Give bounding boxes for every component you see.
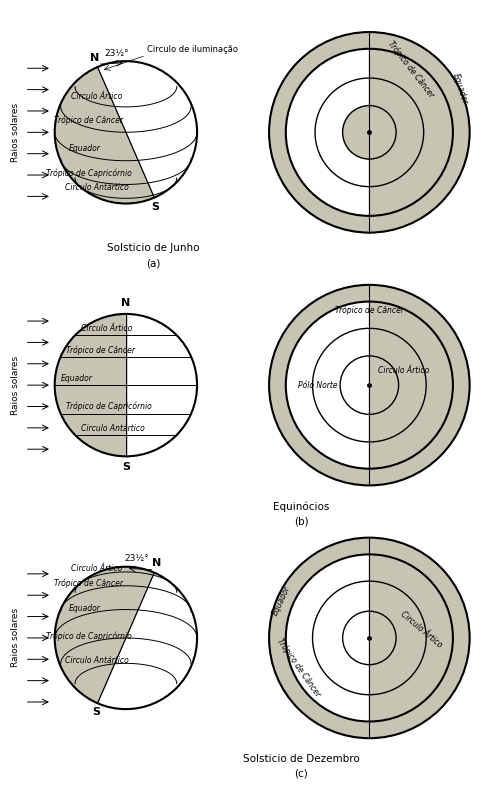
Text: Raios solares: Raios solares (11, 103, 20, 162)
Text: S: S (152, 202, 160, 212)
Circle shape (269, 32, 469, 232)
Circle shape (286, 302, 453, 468)
Text: Raios solares: Raios solares (11, 356, 20, 415)
Text: Circulo Ártico: Circulo Ártico (81, 324, 132, 333)
Circle shape (286, 49, 453, 216)
Text: (b): (b) (294, 517, 309, 527)
Text: Circulo Antártico: Circulo Antártico (65, 183, 129, 193)
Polygon shape (98, 573, 197, 709)
Text: Equador: Equador (451, 73, 469, 105)
Text: Pólo Norte: Pólo Norte (298, 381, 338, 389)
Text: 23½°: 23½° (104, 49, 129, 58)
Text: N: N (153, 559, 162, 568)
Text: Circulo Ártico: Circulo Ártico (71, 565, 122, 574)
Text: Circulo de iluminação: Circulo de iluminação (147, 45, 238, 54)
Text: Equador: Equador (69, 145, 101, 153)
Text: Equador: Equador (271, 584, 293, 617)
Text: S: S (92, 708, 100, 717)
Text: Circulo Ártico: Circulo Ártico (378, 366, 429, 374)
Text: Raios solares: Raios solares (11, 608, 20, 668)
Circle shape (343, 106, 396, 159)
Polygon shape (369, 555, 453, 721)
Circle shape (286, 555, 453, 721)
Text: Circulo Ártico: Circulo Ártico (399, 610, 444, 649)
Text: Trópico de Câncer: Trópico de Câncer (54, 579, 123, 589)
Text: Trópico de Capricórnio: Trópico de Capricórnio (46, 168, 131, 178)
Text: Trópico de Câncer: Trópico de Câncer (335, 305, 404, 314)
Circle shape (269, 538, 469, 738)
Circle shape (55, 566, 197, 709)
Text: Trópico de Câncer: Trópico de Câncer (386, 40, 436, 100)
Text: S: S (122, 462, 130, 472)
Circle shape (55, 314, 197, 457)
Text: Trópico de Câncer: Trópico de Câncer (66, 345, 135, 355)
Text: Trópico de Câncer: Trópico de Câncer (275, 636, 322, 698)
Text: N: N (90, 53, 99, 62)
Text: Solsticio de Dezembro: Solsticio de Dezembro (243, 754, 360, 764)
Text: N: N (121, 299, 131, 308)
Text: Equador: Equador (60, 374, 92, 383)
Text: (c): (c) (295, 769, 308, 779)
Polygon shape (369, 49, 453, 216)
Text: Trópico de Capricórnio: Trópico de Capricórnio (46, 631, 131, 641)
Text: Equinócios: Equinócios (273, 502, 330, 512)
Polygon shape (126, 314, 197, 457)
Text: Equador: Equador (69, 604, 101, 612)
Polygon shape (98, 61, 197, 198)
Text: Trópico de Câncer: Trópico de Câncer (54, 116, 123, 126)
Circle shape (55, 61, 197, 204)
Text: Trópico de Capricórnio: Trópico de Capricórnio (66, 402, 152, 412)
Polygon shape (343, 106, 369, 159)
Text: Circulo Ártico: Circulo Ártico (71, 92, 122, 101)
Text: Solsticio de Junho: Solsticio de Junho (107, 243, 199, 254)
Circle shape (343, 106, 396, 159)
Text: Circulo Antártico: Circulo Antártico (65, 656, 129, 665)
Text: 23½°: 23½° (124, 554, 149, 562)
Polygon shape (369, 302, 453, 468)
Circle shape (269, 285, 469, 485)
Text: (a): (a) (146, 258, 160, 269)
Text: Circulo Antártico: Circulo Antártico (81, 423, 144, 433)
